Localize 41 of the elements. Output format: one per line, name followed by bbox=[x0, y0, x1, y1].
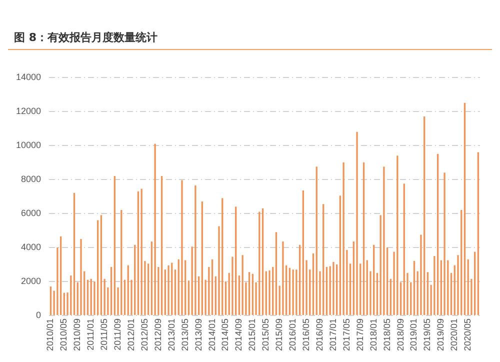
x-tick-label: 2018/09 bbox=[395, 318, 406, 352]
x-tick-label: 2010/05 bbox=[58, 318, 69, 352]
y-tick-label: 2000 bbox=[20, 276, 42, 286]
x-tick-label: 2010/01 bbox=[45, 318, 56, 352]
x-tick-label: 2013/05 bbox=[180, 318, 190, 352]
x-tick-label: 2011/01 bbox=[86, 318, 96, 350]
x-tick-label: 2019/01 bbox=[408, 318, 419, 352]
y-tick-label: 0 bbox=[36, 310, 42, 320]
x-tick-label: 2015/09 bbox=[274, 318, 284, 352]
x-tick-label: 2010/09 bbox=[72, 318, 82, 352]
x-tick-label: 2013/09 bbox=[193, 318, 204, 352]
x-tick-label: 2016/05 bbox=[301, 318, 312, 352]
x-tick-label: 2014/09 bbox=[234, 318, 244, 352]
x-tick-label: 2018/01 bbox=[368, 318, 378, 352]
y-tick-label: 6000 bbox=[20, 208, 42, 218]
x-tick-label: 2011/05 bbox=[99, 318, 110, 350]
x-tick-label: 2015/05 bbox=[260, 318, 271, 352]
x-tick-label: 2015/01 bbox=[247, 318, 258, 352]
x-tick-label: 2020/01 bbox=[449, 318, 460, 352]
chart-title: 图 8：有效报告月度数量统计 bbox=[8, 8, 492, 50]
x-tick-label: 2012/01 bbox=[126, 318, 136, 352]
x-tick-label: 2020/05 bbox=[462, 318, 473, 352]
y-tick-label: 12000 bbox=[16, 106, 42, 116]
y-tick-label: 4000 bbox=[20, 242, 42, 252]
x-tick-label: 2018/05 bbox=[382, 318, 392, 352]
x-tick-label: 2017/01 bbox=[328, 318, 338, 352]
x-tick-label: 2014/05 bbox=[220, 318, 230, 352]
x-tick-label: 2012/05 bbox=[139, 318, 150, 352]
x-tick-label: 2019/09 bbox=[436, 318, 446, 352]
x-tick-label: 2017/05 bbox=[341, 318, 352, 352]
y-tick-label: 8000 bbox=[20, 174, 42, 184]
x-tick-label: 2016/09 bbox=[314, 318, 324, 352]
y-tick-label: 14000 bbox=[16, 72, 42, 82]
x-tick-label: 2012/09 bbox=[152, 318, 163, 352]
x-tick-label: 2013/01 bbox=[166, 318, 176, 352]
x-tick-label: 2011/09 bbox=[112, 318, 123, 350]
x-tick-label: 2016/01 bbox=[288, 318, 298, 352]
x-tick-label: 2019/05 bbox=[422, 318, 432, 352]
x-tick-label: 2017/09 bbox=[354, 318, 365, 352]
x-tick-label: 2014/01 bbox=[206, 318, 217, 352]
y-tick-label: 10000 bbox=[16, 140, 42, 150]
